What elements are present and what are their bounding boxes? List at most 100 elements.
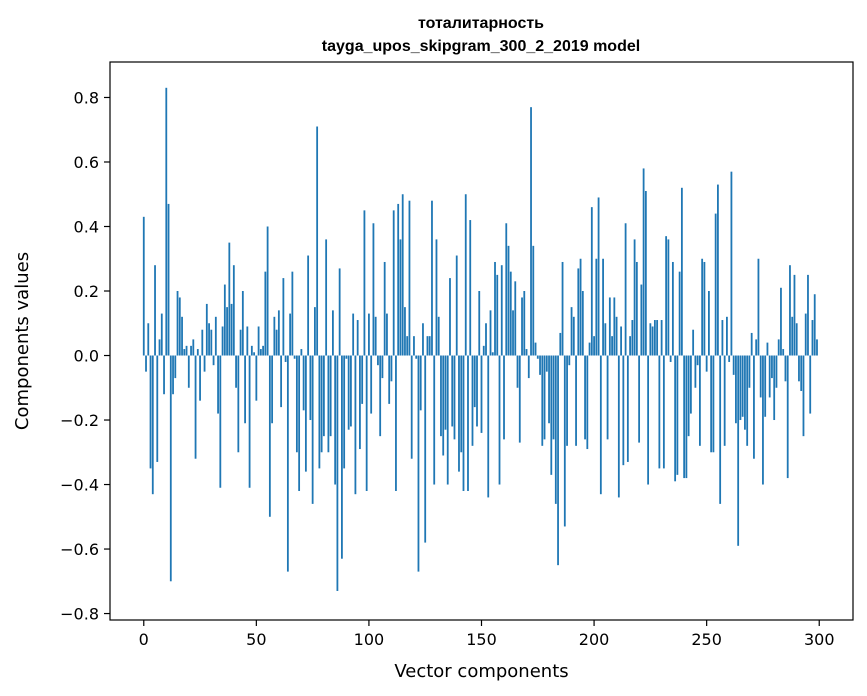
bar-69 xyxy=(298,355,301,491)
bar-174 xyxy=(534,342,537,356)
bars-group xyxy=(142,87,818,591)
bar-211 xyxy=(617,355,620,498)
bar-246 xyxy=(696,355,699,366)
x-axis-label: Vector components xyxy=(394,661,568,682)
y-tick-label: 0.0 xyxy=(74,347,99,366)
bar-148 xyxy=(476,355,478,427)
bar-121 xyxy=(415,355,418,359)
bar-89 xyxy=(343,355,346,469)
x-tick-label: 300 xyxy=(804,630,835,649)
bar-293 xyxy=(802,355,805,437)
bar-61 xyxy=(280,355,283,408)
bar-111 xyxy=(392,210,395,356)
bar-114 xyxy=(399,239,402,356)
bar-40 xyxy=(232,265,235,356)
bar-20 xyxy=(187,355,190,388)
bar-271 xyxy=(753,355,755,459)
bar-202 xyxy=(597,197,600,356)
bar-176 xyxy=(539,355,541,375)
bar-29 xyxy=(208,323,210,356)
bar-37 xyxy=(226,307,228,356)
bar-106 xyxy=(381,355,384,379)
bar-19 xyxy=(185,345,188,356)
bar-119 xyxy=(410,355,413,459)
bar-208 xyxy=(611,336,613,356)
bar-296 xyxy=(809,355,812,414)
bar-136 xyxy=(449,278,451,356)
bar-181 xyxy=(550,355,553,475)
bar-260 xyxy=(728,355,731,362)
bar-292 xyxy=(800,355,803,391)
bar-130 xyxy=(435,239,438,356)
bar-46 xyxy=(246,326,249,356)
bar-299 xyxy=(816,339,818,356)
bar-62 xyxy=(282,278,285,356)
bar-138 xyxy=(453,355,456,440)
bar-86 xyxy=(336,355,339,591)
y-tick-label: −0.4 xyxy=(60,476,99,495)
y-tick-label: −0.2 xyxy=(60,411,99,430)
bar-105 xyxy=(379,355,382,437)
bar-107 xyxy=(383,261,386,356)
bar-60 xyxy=(277,310,280,356)
bar-287 xyxy=(789,265,791,356)
bar-93 xyxy=(352,313,355,356)
bar-242 xyxy=(687,355,690,437)
bar-244 xyxy=(692,329,695,356)
bar-227 xyxy=(653,320,656,356)
bar-166 xyxy=(516,355,519,388)
bar-50 xyxy=(255,355,258,401)
bar-231 xyxy=(662,355,665,469)
bar-228 xyxy=(656,320,659,356)
y-tick-label: 0.4 xyxy=(74,217,99,236)
x-tick-label: 100 xyxy=(354,630,385,649)
bar-156 xyxy=(494,261,496,356)
bar-66 xyxy=(291,271,294,356)
bar-195 xyxy=(581,291,584,356)
bar-146 xyxy=(471,355,474,446)
bar-80 xyxy=(322,355,325,437)
bar-163 xyxy=(509,271,512,356)
bar-153 xyxy=(487,355,490,498)
bar-78 xyxy=(318,355,321,469)
bar-34 xyxy=(219,355,222,488)
bar-256 xyxy=(719,355,722,504)
bar-140 xyxy=(458,355,460,472)
bar-76 xyxy=(313,307,316,356)
bar-168 xyxy=(521,297,523,356)
bar-275 xyxy=(762,355,764,485)
bar-100 xyxy=(368,313,370,356)
bar-184 xyxy=(557,355,559,566)
bar-173 xyxy=(532,245,535,356)
bar-295 xyxy=(807,274,809,356)
x-tick-label: 50 xyxy=(246,630,266,649)
bar-160 xyxy=(503,355,505,440)
bar-116 xyxy=(404,307,406,356)
x-tick-label: 250 xyxy=(691,630,722,649)
bar-139 xyxy=(455,255,458,356)
bar-98 xyxy=(363,210,366,356)
bar-109 xyxy=(388,355,391,404)
bar-43 xyxy=(239,329,242,356)
bar-75 xyxy=(311,355,314,504)
bar-65 xyxy=(289,313,292,356)
bar-57 xyxy=(271,355,274,424)
bar-127 xyxy=(428,336,431,356)
bar-13 xyxy=(172,355,174,395)
bar-294 xyxy=(804,313,807,356)
bar-230 xyxy=(660,320,663,356)
bar-187 xyxy=(563,355,566,527)
bar-268 xyxy=(746,355,749,446)
bar-21 xyxy=(190,345,192,356)
bar-77 xyxy=(316,126,319,356)
bar-87 xyxy=(338,268,341,356)
bar-198 xyxy=(588,342,591,356)
bar-104 xyxy=(377,355,379,366)
bar-1 xyxy=(145,355,147,372)
bar-289 xyxy=(793,274,796,356)
bar-283 xyxy=(780,287,782,356)
chart-title: тоталитарность xyxy=(418,15,544,32)
bar-158 xyxy=(498,355,501,485)
bar-41 xyxy=(235,355,237,388)
